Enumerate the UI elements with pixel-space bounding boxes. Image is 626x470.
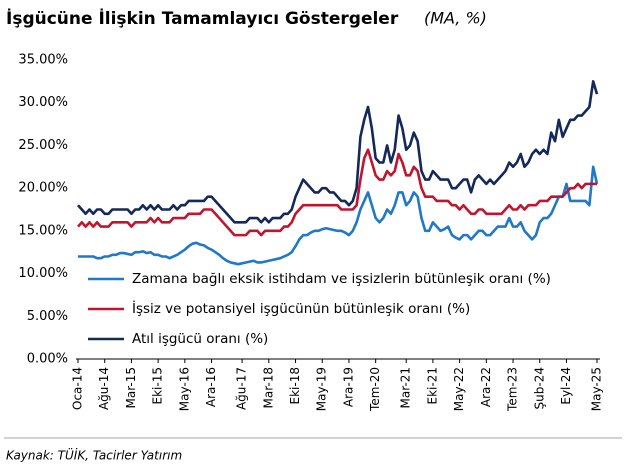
y-tick-label: 20.00% — [18, 181, 68, 196]
x-tick-label: May-25 — [590, 367, 604, 411]
series-line — [77, 80, 599, 224]
x-tick-label: Ara-19 — [341, 367, 355, 407]
x-tick-label: Tem-20 — [368, 367, 382, 412]
y-tick-label: 5.00% — [27, 309, 68, 324]
y-tick-label: 10.00% — [18, 266, 68, 281]
x-tick-label: Tem-23 — [506, 367, 520, 412]
x-tick-label: Mar-21 — [399, 367, 413, 408]
x-tick-label: Mar-15 — [124, 367, 138, 408]
x-tick-label: May-22 — [452, 367, 466, 411]
x-tick-label: Ağu-14 — [97, 367, 111, 410]
series-line — [78, 165, 599, 266]
x-tick-label: Mar-18 — [261, 367, 275, 408]
legend-label: Atıl işgücü oranı (%) — [132, 331, 268, 347]
legend-label: İşsiz ve potansiyel işgücünün bütünleşik… — [132, 299, 470, 317]
y-tick-label: 30.00% — [18, 95, 68, 110]
series-line — [77, 148, 597, 237]
x-tick-label: Şub-24 — [532, 367, 546, 409]
x-tick-label: Eki-21 — [425, 367, 439, 404]
y-tick-label: 25.00% — [18, 138, 68, 153]
x-tick-label: May-19 — [315, 367, 329, 411]
y-tick-label: 35.00% — [18, 53, 68, 68]
x-tick-label: Eki-15 — [151, 367, 165, 404]
source: Kaynak: TÜİK, Tacirler Yatırım — [6, 447, 182, 463]
x-tick-label: Oca-14 — [71, 367, 85, 410]
y-tick-label: 15.00% — [18, 223, 68, 238]
y-tick-label: 0.00% — [27, 352, 68, 367]
x-tick-label: Eki-18 — [288, 367, 302, 404]
x-tick-label: Ara-22 — [479, 367, 493, 407]
chart-subtitle: (MA, %) — [424, 9, 487, 28]
x-tick-label: Eyl-24 — [559, 367, 573, 405]
x-tick-label: May-16 — [177, 367, 191, 411]
chart-title: İşgücüne İlişkin Tamamlayıcı Göstergeler — [6, 7, 399, 29]
x-tick-label: Ara-16 — [204, 367, 218, 407]
legend-label: Zamana bağlı eksik istihdam ve işsizleri… — [132, 271, 551, 287]
x-tick-label: Ağu-17 — [235, 367, 249, 410]
